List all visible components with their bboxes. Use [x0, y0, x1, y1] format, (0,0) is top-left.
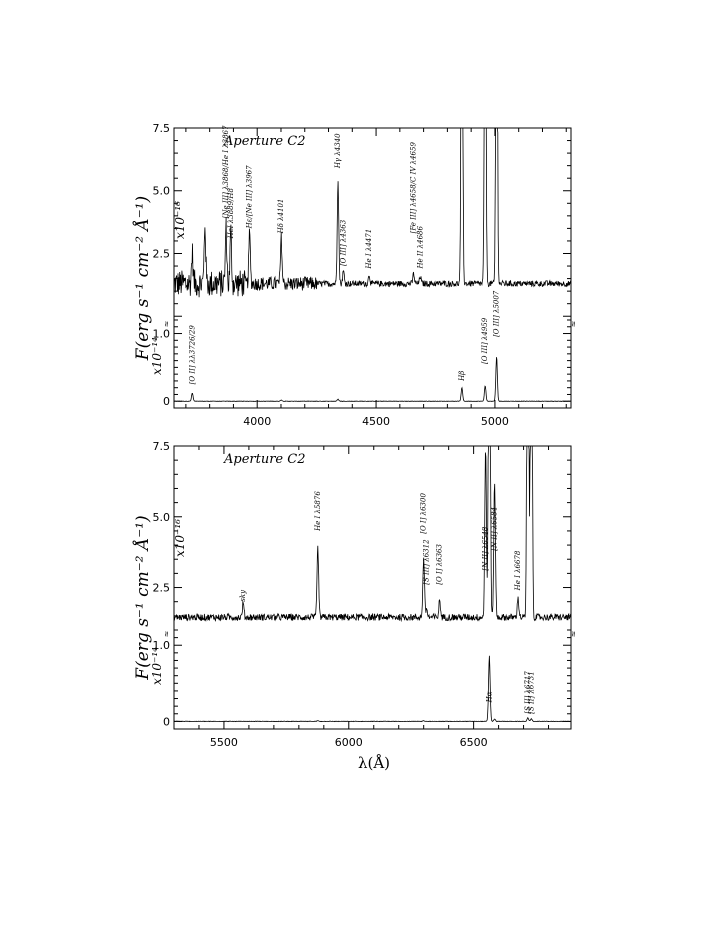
lower-spectrum-line: [173, 655, 572, 723]
emission-line-label: Hβ: [458, 371, 466, 382]
upper-spectrum-line: [173, 127, 572, 298]
panel-title: Aperture C2: [223, 134, 305, 149]
emission-line-label: [O III] λ4363: [339, 219, 347, 266]
x-tick-label: 5500: [210, 736, 238, 749]
emission-line-label: sky: [239, 589, 247, 602]
emission-line-label: [O III] λ5007: [493, 290, 501, 337]
upper-spectrum-line: [173, 445, 572, 623]
plot-frame: [173, 127, 572, 409]
emission-line-label: [Ne III] λ3868/He I λ3867: [222, 125, 230, 218]
emission-line-label: HeI λ3889/H8: [227, 187, 235, 239]
x-tick-label: 4000: [243, 415, 271, 428]
y-tick-label: 1.0: [153, 639, 171, 652]
emission-line-label: [O I] λ6363: [436, 543, 444, 584]
emission-line-label: Hα: [485, 691, 493, 703]
emission-line-label: Hδ λ4101: [277, 199, 285, 235]
x-tick-label: 4500: [362, 415, 390, 428]
panel-title: Aperture C2: [223, 452, 305, 467]
emission-line-label: [S II] λ6731: [527, 671, 535, 714]
emission-line-label: He I λ6678: [514, 550, 522, 591]
lower-scale-label: x10⁻¹⁴: [150, 337, 164, 375]
emission-line-label: [Fe III] λ4658/C IV λ4659: [410, 142, 418, 234]
emission-line-label: [O III] λ4959: [481, 317, 489, 364]
emission-line-label: Hε/[Ne III] λ3967: [246, 165, 254, 229]
x-tick-label: 6500: [460, 736, 488, 749]
y-tick-label: 5.0: [153, 185, 171, 198]
axis-break-mark: ≈: [162, 321, 171, 328]
emission-line-label: Hγ λ4340: [334, 133, 342, 169]
y-tick-label: 5.0: [153, 511, 171, 524]
axis-break-mark: ≈: [569, 321, 578, 328]
emission-line-label: [N II] λ6548: [482, 526, 490, 570]
y-tick-label: 2.5: [153, 247, 171, 260]
y-tick-label: 7.5: [153, 440, 171, 453]
y-tick-label: 0: [163, 395, 170, 408]
emission-line-label: He I λ5876: [314, 491, 322, 532]
lower-scale-label: x10⁻¹⁴: [150, 647, 164, 685]
plot-frame: [173, 445, 572, 730]
axis-break-mark: ≈: [569, 631, 578, 638]
upper-scale-label: x10⁻¹⁶: [173, 201, 187, 239]
lower-spectrum-line: [173, 357, 572, 402]
emission-line-label: He II λ4686: [416, 226, 424, 270]
y-tick-label: 7.5: [153, 122, 171, 135]
y-axis-label: F(erg s⁻¹ cm⁻² Å⁻¹): [132, 196, 153, 361]
x-tick-label: 6000: [335, 736, 363, 749]
emission-line-label: [S II] λ6717: [524, 671, 532, 714]
y-tick-label: 1.0: [153, 328, 171, 341]
emission-line-label: [O II] λλ3726/29: [188, 325, 196, 385]
emission-line-label: [S III] λ6312: [423, 539, 431, 585]
axis-break-mark: ≈: [162, 631, 171, 638]
emission-line-label: He I λ4471: [365, 229, 373, 270]
y-tick-label: 0: [163, 715, 170, 728]
y-tick-label: 2.5: [153, 582, 171, 595]
emission-line-label: [N II] λ6584: [491, 507, 499, 551]
x-axis-label: λ(Å): [358, 754, 390, 772]
upper-scale-label: x10⁻¹⁶: [173, 519, 187, 557]
x-tick-label: 5000: [481, 415, 509, 428]
y-axis-label: F(erg s⁻¹ cm⁻² Å⁻¹): [132, 515, 153, 680]
emission-line-label: [O I] λ6300: [420, 493, 428, 534]
